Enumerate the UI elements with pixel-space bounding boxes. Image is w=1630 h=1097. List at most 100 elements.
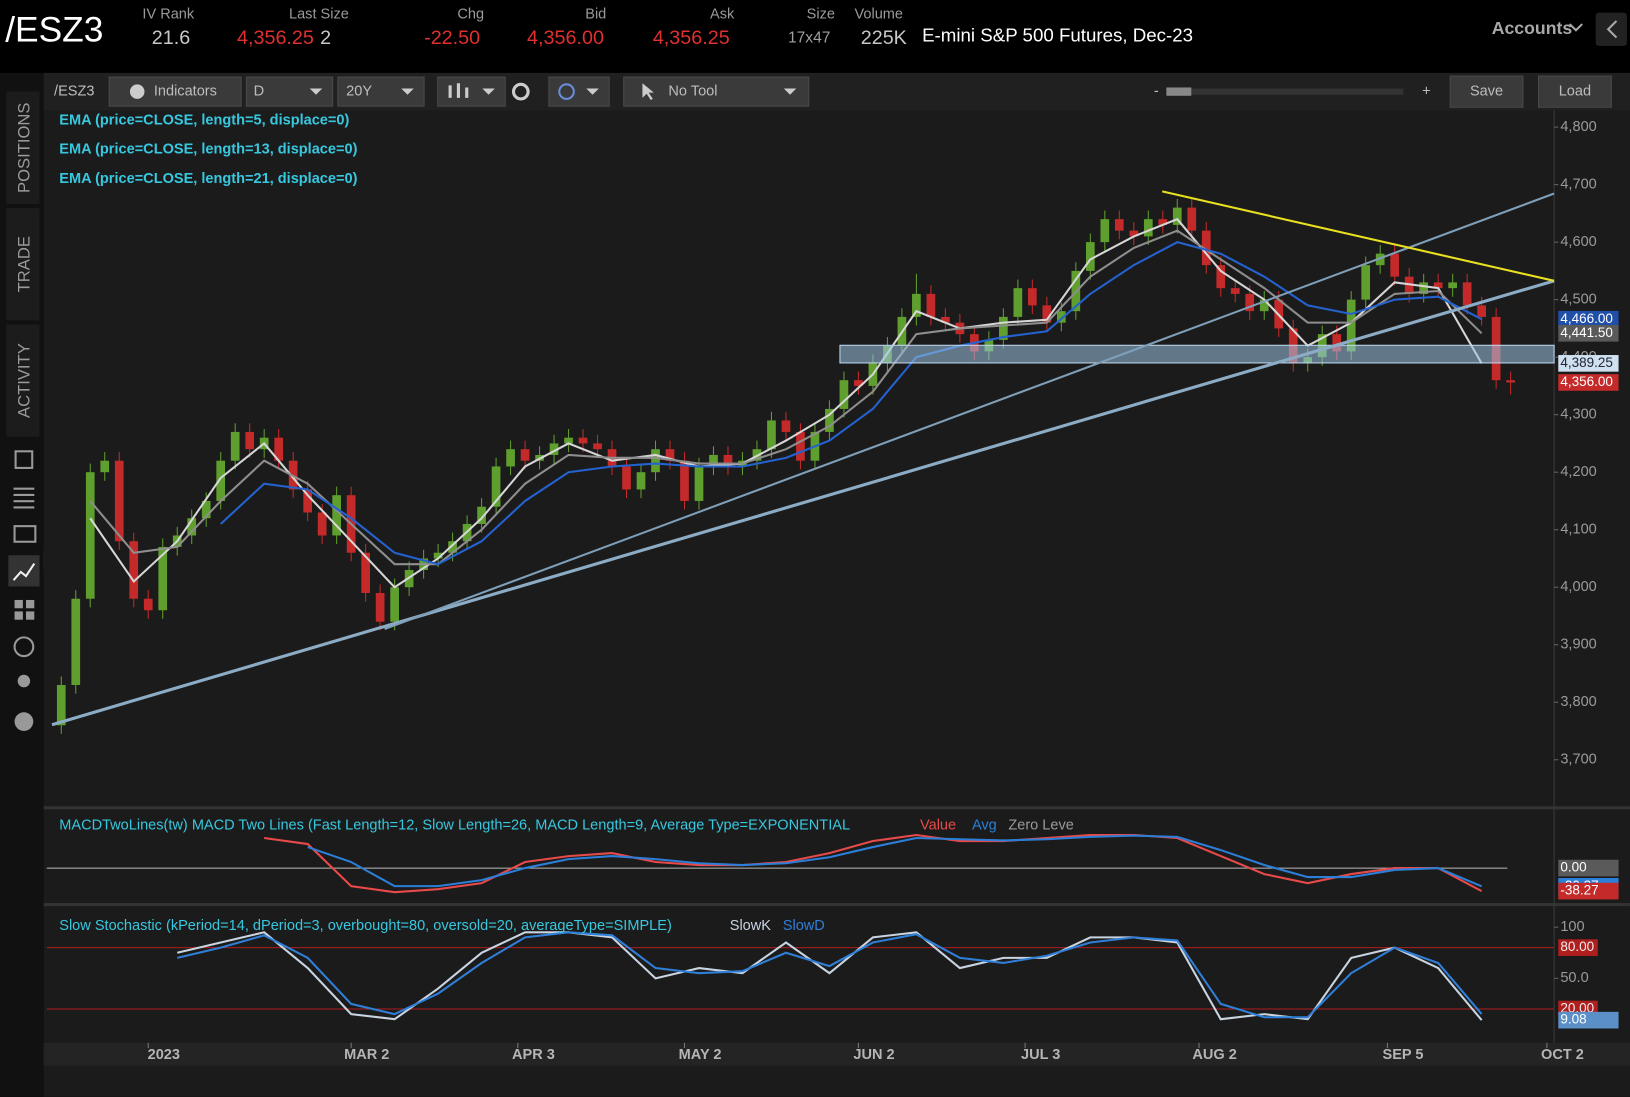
candle-body xyxy=(636,472,646,490)
load[interactable]: Load xyxy=(1559,83,1591,99)
collapse-button[interactable] xyxy=(1595,12,1627,46)
icon[interactable] xyxy=(13,636,35,658)
series-line xyxy=(307,834,1483,888)
drawing-dropdown[interactable] xyxy=(548,76,610,107)
icon xyxy=(25,599,35,609)
x-tick-label: MAY 2 xyxy=(679,1047,722,1063)
candle-body xyxy=(1433,282,1443,289)
zoom-thumb[interactable] xyxy=(1166,87,1192,96)
candle-body xyxy=(1477,305,1486,317)
series-line xyxy=(264,833,1483,894)
candle-body xyxy=(1448,282,1458,289)
accounts-button[interactable]: Accounts xyxy=(1492,12,1627,46)
candle-body xyxy=(245,431,255,450)
icon[interactable] xyxy=(13,525,37,543)
arrow xyxy=(783,88,797,95)
arrow xyxy=(586,88,599,95)
field-label: Bid xyxy=(585,7,606,23)
price-tag-label: 9.08 xyxy=(1560,1012,1586,1027)
candle-body xyxy=(56,685,66,726)
y-tick-label: 50.0 xyxy=(1560,970,1588,986)
y-tick-label: 3,800 xyxy=(1560,694,1596,710)
series-line xyxy=(89,217,1483,589)
period[interactable]: D xyxy=(254,83,265,99)
price-tag xyxy=(1558,1011,1619,1029)
y-tick-label: 4,200 xyxy=(1560,464,1596,480)
candle-body xyxy=(433,552,443,559)
resistance-line xyxy=(1161,190,1555,282)
range-dropdown[interactable] xyxy=(337,76,425,107)
candle-body xyxy=(491,466,501,507)
indicator-title: Slow Stochastic (kPeriod=14, dPeriod=3, … xyxy=(59,918,672,934)
tab-label[interactable]: ACTIVITY xyxy=(14,343,33,418)
tab[interactable] xyxy=(6,324,40,437)
tab-label[interactable]: POSITIONS xyxy=(14,102,33,193)
save-button[interactable] xyxy=(1449,75,1524,108)
icon[interactable] xyxy=(13,487,35,509)
candle-body xyxy=(129,541,139,599)
tab[interactable] xyxy=(6,208,40,321)
icon xyxy=(12,562,36,581)
candle-body xyxy=(709,454,718,467)
toolbar-symbol: /ESZ3 xyxy=(54,83,94,99)
indicators-label[interactable]: Indicators xyxy=(154,83,217,99)
icon xyxy=(129,84,145,99)
zoom-in[interactable]: + xyxy=(1422,83,1431,99)
x-tick-label: OCT 2 xyxy=(1541,1047,1584,1063)
zoom-slider[interactable] xyxy=(1166,88,1404,95)
candle-body xyxy=(303,489,313,513)
zoom-out[interactable]: - xyxy=(1154,83,1159,99)
candle-body xyxy=(723,454,733,467)
support-zone xyxy=(839,344,1555,364)
symbol: /ESZ3 xyxy=(5,11,103,50)
icon[interactable] xyxy=(14,450,34,469)
field-value: 17x47 xyxy=(788,30,830,47)
tool[interactable]: No Tool xyxy=(668,83,717,99)
field-value: 2 xyxy=(320,27,331,49)
candle-body xyxy=(1114,219,1124,231)
series-line xyxy=(219,241,1483,566)
icon xyxy=(25,611,35,620)
series-line xyxy=(177,931,1483,1019)
icon-active[interactable] xyxy=(8,555,40,587)
style-dropdown[interactable] xyxy=(437,76,506,107)
range[interactable]: 20Y xyxy=(346,83,372,99)
toolbar: /ESZ3 Indicators D 20Y No Tool - + Save … xyxy=(43,72,1630,111)
candle-body xyxy=(230,431,240,461)
candle-body xyxy=(1419,282,1429,294)
icon[interactable] xyxy=(17,674,31,688)
price-tag xyxy=(1558,374,1619,391)
y-tick-label: 4,100 xyxy=(1560,522,1596,538)
accounts[interactable]: Accounts xyxy=(1492,18,1573,38)
field-label: Size xyxy=(807,7,835,23)
icon[interactable] xyxy=(14,712,34,731)
arrow xyxy=(401,88,414,95)
arrow xyxy=(482,88,495,95)
candle-body xyxy=(317,512,327,536)
settings-button[interactable] xyxy=(511,82,530,101)
field-value: 4,356.25 xyxy=(653,27,730,49)
tool-dropdown[interactable] xyxy=(623,76,810,107)
candle-body xyxy=(622,466,631,490)
candle-body xyxy=(1245,293,1255,312)
candle-body xyxy=(593,443,602,450)
candle-body xyxy=(361,552,370,593)
legend-entry: EMA (price=CLOSE, length=21, displace=0) xyxy=(59,171,357,187)
y-tick-label: 4,800 xyxy=(1560,119,1596,135)
y-tick-label: 3,700 xyxy=(1560,752,1596,768)
candle-body xyxy=(680,460,689,501)
tab[interactable] xyxy=(6,91,40,204)
price-tag-label: 4,356.00 xyxy=(1560,374,1613,389)
load-button[interactable] xyxy=(1538,75,1612,108)
icon[interactable] xyxy=(14,599,23,609)
candle-body xyxy=(796,431,805,461)
tab-label[interactable]: TRADE xyxy=(14,236,33,292)
level-label: 20.00 xyxy=(1560,1001,1594,1016)
icon xyxy=(448,83,469,98)
save[interactable]: Save xyxy=(1470,83,1503,99)
x-tick-label: AUG 2 xyxy=(1192,1047,1236,1063)
candle-body xyxy=(332,495,341,536)
panels xyxy=(43,110,1630,1066)
candle-body xyxy=(1346,299,1356,352)
candle-body xyxy=(767,420,776,450)
